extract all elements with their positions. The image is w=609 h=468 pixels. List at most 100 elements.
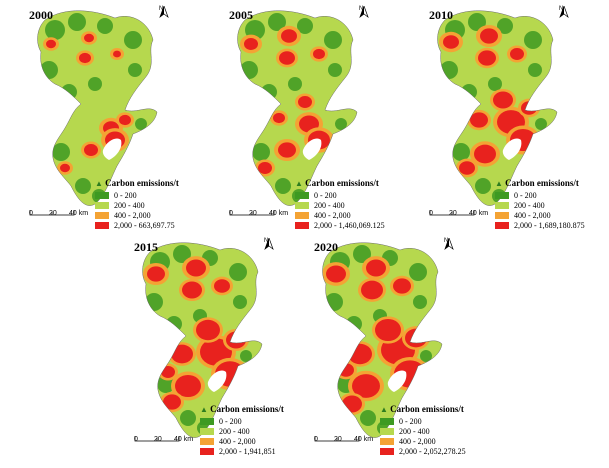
legend-item: 200 - 400	[380, 426, 466, 436]
scale-bar-line	[429, 210, 475, 216]
low-emission-area	[452, 143, 470, 161]
north-label: N	[444, 238, 449, 244]
high-emission-area	[375, 318, 401, 342]
high-emission-area	[147, 266, 165, 282]
legend-swatch	[495, 211, 509, 219]
scale-bar-line	[134, 436, 180, 442]
legend-label: 2,000 - 1,689,180.875	[514, 220, 585, 230]
tree-icon: ▲	[295, 179, 303, 188]
low-emission-area	[360, 410, 376, 426]
map-graphic	[237, 10, 358, 206]
high-emission-area	[521, 101, 537, 115]
legend-title: ▲ Carbon emissions/t	[95, 178, 179, 188]
low-emission-area	[275, 178, 291, 194]
high-emission-area	[84, 33, 94, 43]
north-label: N	[359, 6, 364, 12]
map-graphic	[142, 242, 263, 438]
legend-label: 2,000 - 1,941,851	[219, 446, 276, 456]
scale-label-20: 20	[49, 210, 57, 217]
year-label: 2020	[314, 240, 338, 254]
legend-title: ▲ Carbon emissions/t	[495, 178, 585, 188]
low-emission-area	[52, 143, 70, 161]
legend-title-text: Carbon emissions/t	[305, 178, 379, 188]
high-emission-area	[46, 39, 56, 49]
high-emission-area	[119, 114, 131, 126]
map-graphic	[37, 10, 158, 206]
low-emission-area	[447, 114, 459, 126]
low-emission-area	[288, 77, 302, 91]
legend-swatch	[95, 191, 109, 199]
low-emission-area	[252, 143, 270, 161]
high-emission-area	[226, 331, 246, 349]
legend-swatch	[495, 201, 509, 209]
high-emission-area	[186, 259, 206, 277]
high-emission-area	[244, 38, 258, 50]
high-emission-area	[366, 259, 386, 277]
north-arrow: N	[264, 238, 274, 250]
tree-icon: ▲	[380, 405, 388, 414]
legend: ▲ Carbon emissions/t 0 - 200 200 - 400 4…	[295, 178, 385, 230]
legend: ▲ Carbon emissions/t 0 - 200 200 - 400 4…	[95, 178, 179, 230]
tree-icon: ▲	[95, 179, 103, 188]
low-emission-area	[324, 31, 342, 49]
legend-item: 2,000 - 1,460,069.125	[295, 220, 385, 230]
high-emission-area	[161, 366, 175, 378]
boundary-outline	[437, 10, 558, 206]
scale-label-0: 0	[134, 436, 138, 443]
legend-title-text: Carbon emissions/t	[105, 178, 179, 188]
high-emission-area	[298, 96, 312, 108]
legend-item: 400 - 2,000	[95, 210, 179, 220]
high-emission-area	[326, 265, 346, 283]
scale-label-20: 20	[249, 210, 257, 217]
legend: ▲ Carbon emissions/t 0 - 200 200 - 400 4…	[495, 178, 585, 230]
scale-label-0: 0	[314, 436, 318, 443]
legend-swatch	[95, 221, 109, 229]
north-label: N	[159, 6, 164, 12]
legend-swatch	[200, 427, 214, 435]
tree-icon: ▲	[200, 405, 208, 414]
legend-swatch	[295, 191, 309, 199]
high-emission-area	[478, 50, 496, 66]
legend-item: 2,000 - 663,697.75	[95, 220, 179, 230]
scale-label-0: 0	[29, 210, 33, 217]
high-emission-area	[113, 50, 121, 58]
legend-swatch	[200, 437, 214, 445]
boundary-outline	[237, 10, 358, 206]
north-arrow: N	[559, 6, 569, 18]
legend-label: 400 - 2,000	[514, 210, 551, 220]
high-emission-area	[480, 28, 498, 44]
legend-swatch	[295, 221, 309, 229]
legend-item: 400 - 2,000	[380, 436, 466, 446]
north-arrow-icon	[359, 6, 369, 18]
low-emission-area	[68, 13, 86, 31]
legend-item: 2,000 - 2,052,278.25	[380, 446, 466, 456]
boundary-outline	[37, 10, 158, 206]
high-emission-area	[510, 48, 524, 60]
legend-label: 400 - 2,000	[399, 436, 436, 446]
low-emission-area	[420, 350, 432, 362]
legend-label: 0 - 200	[399, 416, 422, 426]
north-label: N	[264, 238, 269, 244]
high-emission-area	[493, 91, 513, 109]
high-emission-area	[313, 48, 325, 60]
high-emission-area	[281, 29, 297, 43]
north-arrow: N	[444, 238, 454, 250]
legend-swatch	[380, 427, 394, 435]
map-graphic	[437, 10, 558, 206]
high-emission-area	[60, 163, 70, 173]
legend-title-text: Carbon emissions/t	[390, 404, 464, 414]
legend-item: 400 - 2,000	[295, 210, 385, 220]
high-emission-area	[474, 144, 496, 164]
legend-title: ▲ Carbon emissions/t	[380, 404, 466, 414]
north-arrow-icon	[159, 6, 169, 18]
legend-title-text: Carbon emissions/t	[505, 178, 579, 188]
north-arrow-icon	[264, 238, 274, 250]
scale-label-20: 20	[449, 210, 457, 217]
low-emission-area	[409, 263, 427, 281]
legend-swatch	[380, 437, 394, 445]
legend-label: 400 - 2,000	[314, 210, 351, 220]
low-emission-area	[353, 245, 371, 263]
high-emission-area	[279, 51, 295, 65]
low-emission-area	[328, 63, 342, 77]
low-emission-area	[247, 114, 259, 126]
